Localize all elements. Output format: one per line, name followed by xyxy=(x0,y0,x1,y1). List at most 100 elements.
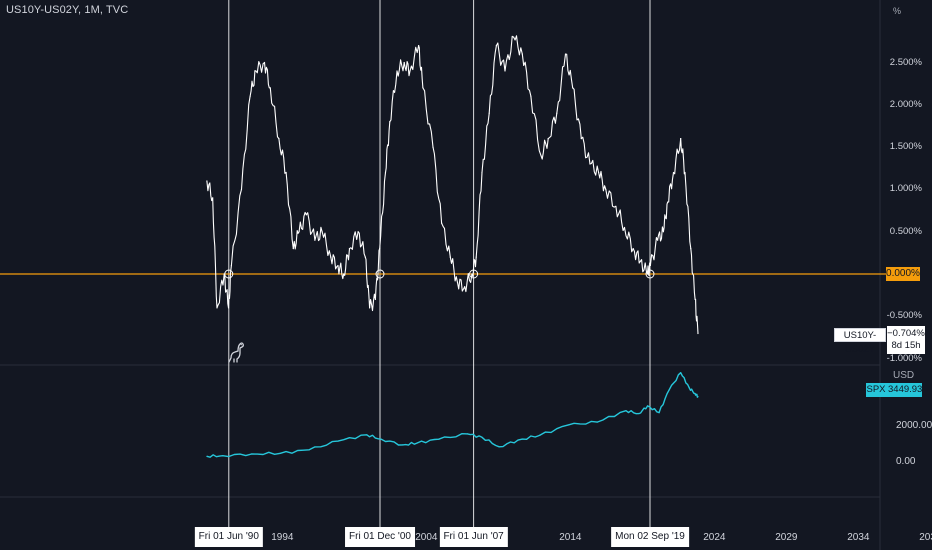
zero-cross-marker-2 xyxy=(469,269,479,279)
spread-point xyxy=(403,61,405,64)
spread-point xyxy=(227,307,230,309)
spread-point xyxy=(314,239,316,241)
spread-point xyxy=(684,171,686,174)
y-axis-top-tick: 0.500% xyxy=(889,225,922,237)
spread-point xyxy=(374,298,376,300)
spread-point xyxy=(384,171,387,174)
y-axis-bottom-tick-2000: 2000.00 xyxy=(896,420,932,431)
spread-point xyxy=(206,180,208,182)
spx-point xyxy=(250,453,253,455)
spx-point xyxy=(646,405,649,407)
spread-series xyxy=(206,35,699,335)
spread-point xyxy=(464,286,466,288)
spx-point xyxy=(596,421,598,423)
x-axis-event-date-badge: Fri 01 Dec '00 xyxy=(345,527,415,547)
spread-point xyxy=(298,231,300,233)
x-axis-tick: 2034 xyxy=(847,532,870,543)
spx-point xyxy=(481,436,483,438)
spread-point xyxy=(623,226,626,229)
zero-cross-marker-1 xyxy=(375,269,385,279)
spread-point xyxy=(396,70,398,72)
spx-point xyxy=(380,438,382,440)
spx-point xyxy=(222,455,224,457)
spx-point xyxy=(279,452,281,454)
spx-point xyxy=(680,372,682,374)
spx-point xyxy=(538,434,541,436)
spread-point xyxy=(547,138,549,140)
spx-line xyxy=(206,372,699,458)
spx-point xyxy=(416,442,418,444)
spread-point xyxy=(481,171,483,174)
spread-point xyxy=(667,201,669,203)
spread-point xyxy=(249,95,251,97)
spread-point xyxy=(662,231,664,233)
spread-point xyxy=(672,171,675,174)
spx-point xyxy=(517,439,519,441)
spx-series xyxy=(206,372,699,458)
spx-point xyxy=(308,449,310,451)
spread-point xyxy=(278,138,280,140)
spread-point xyxy=(513,36,515,38)
chart-title[interactable]: US10Y-US02Y, 1M, TVC xyxy=(6,4,129,16)
last-value: −0.704% xyxy=(887,328,925,339)
spread-point xyxy=(649,264,652,267)
spread-point xyxy=(694,298,696,300)
spread-point xyxy=(690,248,692,250)
y-axis-top-tick: 1.500% xyxy=(889,141,922,153)
spx-value-badge: 3449.93 xyxy=(886,383,922,397)
spread-point xyxy=(285,171,287,174)
spx-point xyxy=(498,446,500,448)
y-axis-top-tick: -0.500% xyxy=(886,310,922,322)
spread-point xyxy=(263,61,266,64)
spx-point xyxy=(625,410,627,412)
spx-point xyxy=(567,424,569,426)
spread-point xyxy=(337,264,339,267)
spread-point xyxy=(495,44,497,47)
spread-point xyxy=(580,138,582,140)
spread-point xyxy=(379,248,381,250)
spread-point xyxy=(697,332,699,335)
y-axis-top-tick: 1.000% xyxy=(889,183,922,195)
spread-point xyxy=(657,239,659,241)
dino-icon[interactable] xyxy=(226,340,246,369)
spx-point xyxy=(694,393,696,395)
spread-point xyxy=(471,273,473,275)
spread-point xyxy=(422,87,424,89)
spread-point xyxy=(680,138,682,140)
spread-line xyxy=(206,35,699,334)
x-axis-tick: 2039 xyxy=(919,532,932,543)
x-axis-tick: 2029 xyxy=(775,532,798,543)
spx-point xyxy=(402,444,404,446)
spread-point xyxy=(564,53,567,55)
event-vertical-lines xyxy=(228,0,651,527)
spread-point xyxy=(615,205,617,207)
y-axis-unit-top: % xyxy=(893,6,902,16)
spread-point xyxy=(389,121,391,123)
spread-point xyxy=(597,171,600,174)
spread-point xyxy=(572,87,574,89)
grid-lines xyxy=(0,0,881,550)
spread-point xyxy=(269,87,271,89)
spread-point xyxy=(255,70,257,72)
spread-point xyxy=(417,44,420,47)
zero-cross-marker-3 xyxy=(645,269,655,279)
y-axis-top-tick: 2.000% xyxy=(889,98,922,110)
spx-point xyxy=(688,387,690,389)
spx-point xyxy=(337,440,339,442)
spread-point xyxy=(321,231,323,233)
spx-symbol-badge: SPX xyxy=(866,383,886,397)
y-axis-top-tick: 2.500% xyxy=(889,56,922,68)
spread-point xyxy=(540,154,542,157)
spread-point xyxy=(230,264,232,267)
spread-point xyxy=(521,53,523,55)
spx-point xyxy=(466,433,469,435)
spread-point xyxy=(216,307,218,309)
y-axis-bottom-tick-0: 0.00 xyxy=(896,456,916,467)
spread-point xyxy=(441,222,443,224)
spread-point xyxy=(240,188,243,190)
spread-point xyxy=(589,163,591,165)
x-axis-tick: 2024 xyxy=(703,532,726,543)
spx-point xyxy=(206,455,208,457)
spread-point xyxy=(504,70,506,72)
